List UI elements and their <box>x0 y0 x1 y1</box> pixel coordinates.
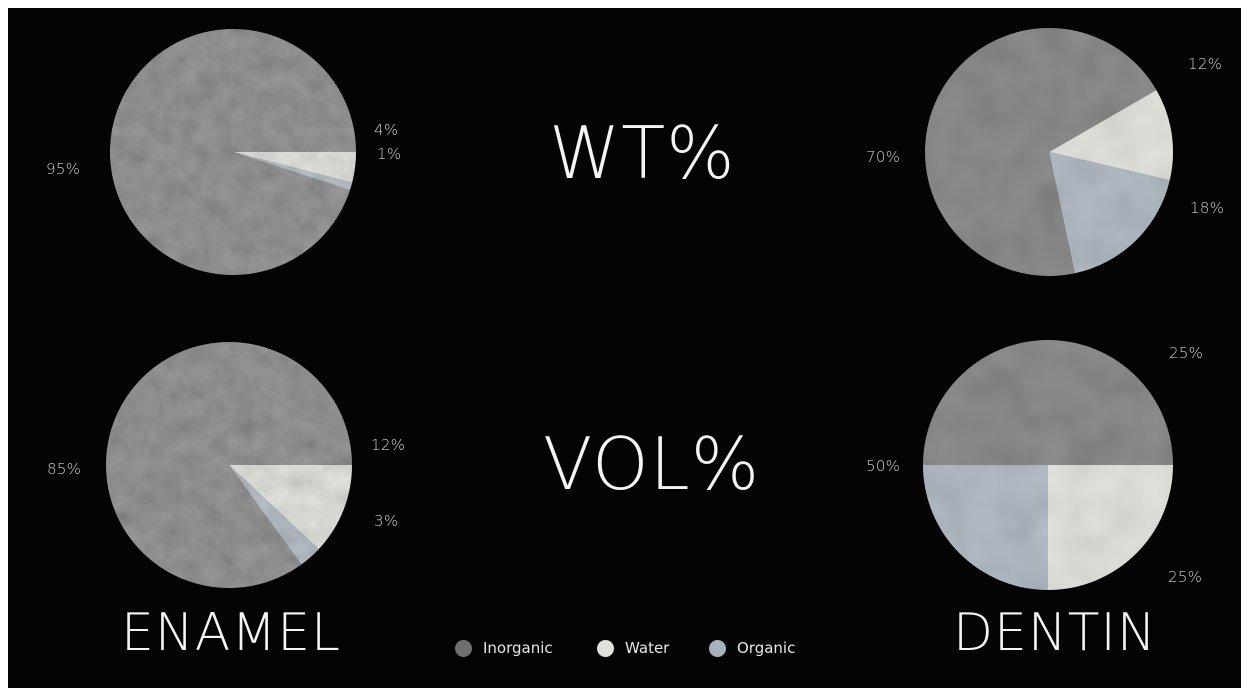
pie-dentin-wt-texture <box>925 28 1173 276</box>
pie-label-enamel-wt-water: 4% <box>374 121 399 139</box>
legend-label-inorganic: Inorganic <box>483 639 553 657</box>
pie-dentin-vol <box>923 340 1173 590</box>
pie-label-dentin-vol-organic: 25% <box>1168 568 1203 586</box>
pie-enamel-vol-texture <box>106 342 352 588</box>
heading-wt: WT% <box>549 111 736 195</box>
heading-enamel: ENAMEL <box>121 603 342 663</box>
legend-item-inorganic: Inorganic <box>455 639 553 657</box>
legend-item-organic: Organic <box>709 639 795 657</box>
pie-label-enamel-wt-inorganic: 95% <box>46 160 81 178</box>
pie-label-enamel-wt-organic: 1% <box>377 145 402 163</box>
pie-label-enamel-vol-water: 12% <box>371 436 406 454</box>
pie-label-dentin-wt-water: 12% <box>1188 55 1223 73</box>
pie-enamel-wt <box>109 29 356 276</box>
legend-swatch-water <box>597 639 614 657</box>
legend-item-water: Water <box>597 639 669 657</box>
heading-dentin: DENTIN <box>953 603 1157 663</box>
pie-label-dentin-vol-inorganic: 50% <box>866 457 901 475</box>
pie-dentin-vol-texture <box>923 340 1173 590</box>
pie-label-dentin-wt-organic: 18% <box>1190 199 1225 217</box>
pie-enamel-wt-texture <box>110 29 356 275</box>
pie-label-enamel-vol-inorganic: 85% <box>47 460 82 478</box>
pie-label-dentin-wt-inorganic: 70% <box>866 148 901 166</box>
heading-vol: VOL% <box>543 422 761 506</box>
pie-label-dentin-vol-water: 25% <box>1169 344 1204 362</box>
legend-swatch-inorganic <box>455 639 472 657</box>
pie-label-enamel-vol-organic: 3% <box>374 512 399 530</box>
legend-label-organic: Organic <box>737 639 796 657</box>
legend-swatch-organic <box>709 639 726 657</box>
legend-label-water: Water <box>625 639 670 657</box>
pie-dentin-wt <box>925 27 1173 276</box>
pie-enamel-vol <box>105 342 352 589</box>
